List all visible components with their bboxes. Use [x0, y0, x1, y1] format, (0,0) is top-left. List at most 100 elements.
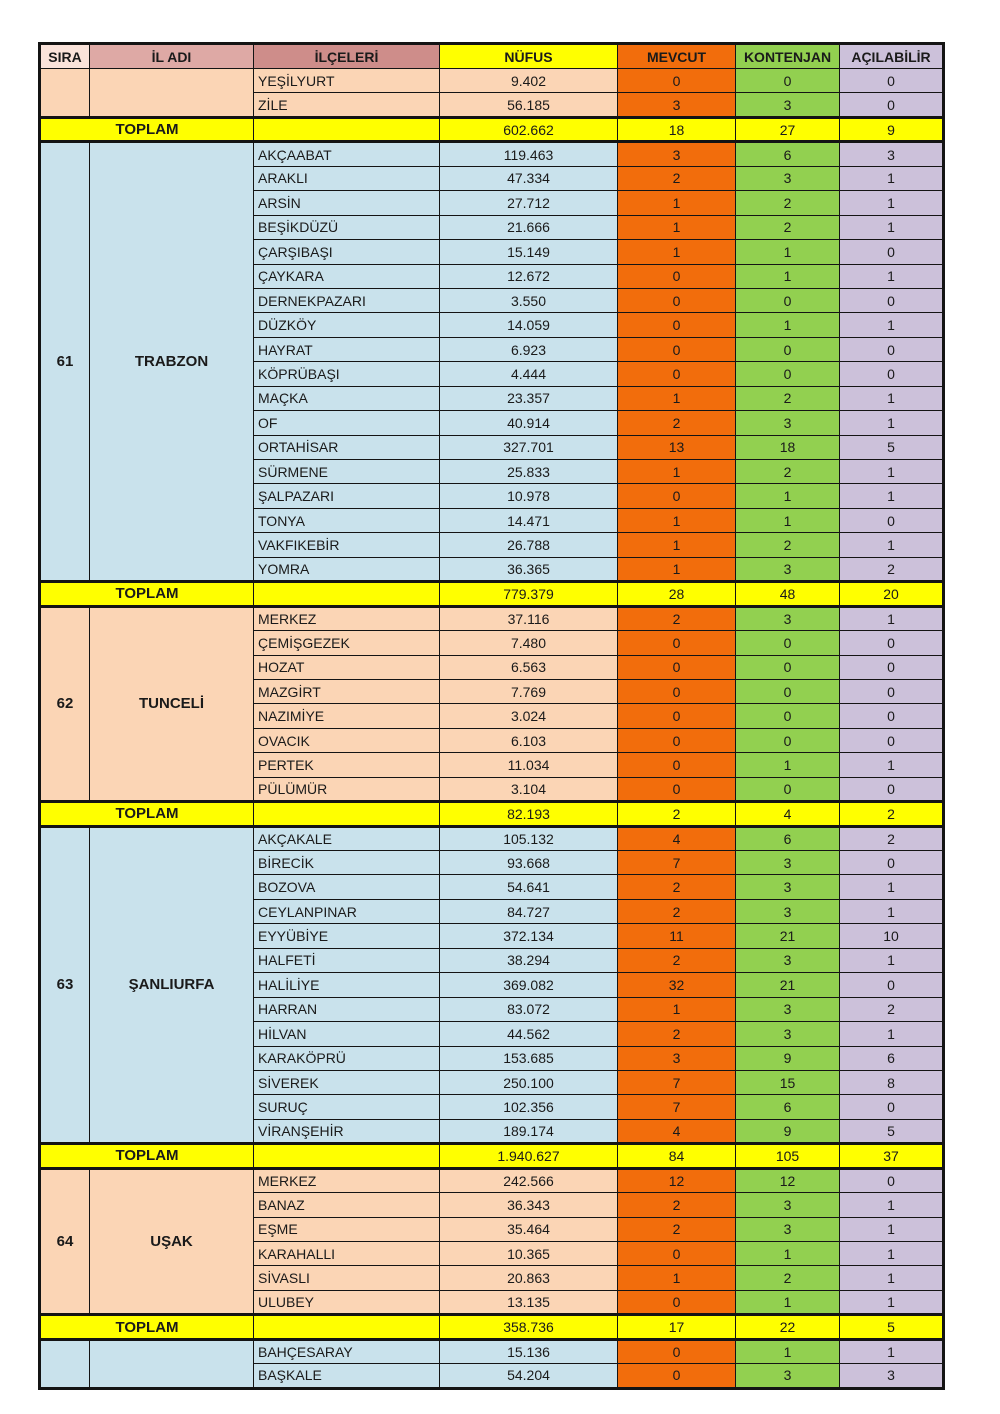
column-header-mevcut: MEVCUT [617, 43, 736, 69]
toplam-acilabilir-cell: 9 [839, 115, 944, 144]
district-name-cell: SÜRMENE [253, 458, 440, 485]
mevcut-cell: 2 [617, 1192, 736, 1218]
kontenjan-cell: 0 [735, 727, 840, 754]
toplam-row: TOPLAM 82.193 2 4 2 [39, 800, 944, 828]
mevcut-cell: 1 [617, 385, 736, 412]
toplam-population-cell: 779.379 [439, 580, 618, 608]
mevcut-cell: 0 [617, 1289, 736, 1316]
district-name-cell: ORTAHİSAR [253, 434, 440, 461]
kontenjan-cell: 1 [735, 1240, 840, 1267]
toplam-empty-cell [253, 580, 440, 608]
table-row: CEYLANPINAR 84.727 2 3 1 [40, 898, 944, 925]
mevcut-cell: 2 [617, 605, 736, 632]
acilabilir-cell: 3 [839, 141, 944, 167]
population-cell: 6.103 [439, 727, 618, 754]
toplam-label-cell: TOPLAM [39, 1142, 254, 1170]
column-header-ilceleri: İLÇELERİ [253, 43, 440, 69]
table-row: OVACIK 6.103 0 0 0 [40, 727, 944, 754]
acilabilir-cell: 1 [839, 1216, 944, 1243]
mevcut-cell: 1 [617, 239, 736, 265]
toplam-row: TOPLAM 602.662 18 27 9 [39, 115, 944, 144]
district-name-cell: MERKEZ [253, 605, 440, 632]
province-number-cell: 61 [39, 141, 90, 583]
kontenjan-cell: 0 [735, 336, 840, 363]
mevcut-cell: 7 [617, 1069, 736, 1096]
population-cell: 54.641 [439, 874, 618, 900]
district-name-cell: BAŞKALE [253, 1363, 440, 1389]
kontenjan-cell: 1 [735, 239, 840, 265]
district-name-cell: OF [253, 410, 440, 436]
toplam-population-cell: 1.940.627 [439, 1142, 618, 1170]
toplam-row: TOPLAM 358.736 17 22 5 [39, 1313, 944, 1341]
district-name-cell: HALİLİYE [253, 972, 440, 998]
district-name-cell: BİRECİK [253, 849, 440, 876]
kontenjan-cell: 3 [735, 1192, 840, 1218]
province-name-cell: TRABZON [89, 141, 254, 583]
district-name-cell: SURUÇ [253, 1094, 440, 1120]
acilabilir-cell: 0 [839, 239, 944, 265]
toplam-mevcut-cell: 84 [617, 1142, 736, 1170]
district-name-cell: MAZGİRT [253, 678, 440, 705]
population-cell: 38.294 [439, 947, 618, 974]
toplam-population-cell: 82.193 [439, 800, 618, 828]
kontenjan-cell: 0 [735, 654, 840, 680]
mevcut-cell: 13 [617, 434, 736, 461]
population-cell: 44.562 [439, 1021, 618, 1047]
kontenjan-cell: 6 [735, 1094, 840, 1120]
table-row: HALİLİYE 369.082 32 21 0 [40, 972, 944, 998]
column-header-kontenjan: KONTENJAN [735, 43, 840, 69]
mevcut-cell: 0 [617, 752, 736, 778]
population-cell: 35.464 [439, 1216, 618, 1243]
kontenjan-cell: 2 [735, 190, 840, 216]
kontenjan-cell: 1 [735, 752, 840, 778]
acilabilir-cell: 1 [839, 752, 944, 778]
acilabilir-cell: 0 [839, 336, 944, 363]
mevcut-cell: 1 [617, 996, 736, 1023]
district-name-cell: BAHÇESARAY [253, 1338, 440, 1365]
mevcut-cell: 2 [617, 410, 736, 436]
district-name-cell: ÇAYKARA [253, 263, 440, 289]
province-number-cell [39, 1338, 90, 1389]
acilabilir-cell: 0 [839, 972, 944, 998]
district-name-cell: MAÇKA [253, 385, 440, 412]
district-name-cell: DÜZKÖY [253, 312, 440, 338]
column-header-sira: SIRA [39, 43, 90, 69]
population-cell: 153.685 [439, 1045, 618, 1071]
table-row: ÇEMİŞGEZEK 7.480 0 0 0 [40, 630, 944, 656]
district-name-cell: HAYRAT [253, 336, 440, 363]
toplam-empty-cell [253, 115, 440, 144]
kontenjan-cell: 3 [735, 410, 840, 436]
population-cell: 37.116 [439, 605, 618, 632]
column-header-acilabilir: AÇILABİLİR [839, 43, 944, 69]
table-row: PÜLÜMÜR 3.104 0 0 0 [40, 776, 944, 803]
population-cell: 189.174 [439, 1118, 618, 1145]
acilabilir-cell: 0 [839, 849, 944, 876]
acilabilir-cell: 1 [839, 874, 944, 900]
table-row: EYYÜBİYE 372.134 11 21 10 [40, 923, 944, 949]
district-name-cell: ÇEMİŞGEZEK [253, 630, 440, 656]
district-name-cell: DERNEKPAZARI [253, 287, 440, 314]
population-cell: 36.365 [439, 556, 618, 583]
acilabilir-cell: 0 [839, 630, 944, 656]
acilabilir-cell: 1 [839, 190, 944, 216]
column-header-nufus: NÜFUS [439, 43, 618, 69]
table-row: ORTAHİSAR 327.701 13 18 5 [40, 434, 944, 461]
province-name-cell: ŞANLIURFA [89, 825, 254, 1145]
table-header: SIRA İL ADI İLÇELERİ NÜFUS MEVCUT KONTEN… [39, 43, 944, 69]
acilabilir-cell: 1 [839, 532, 944, 558]
acilabilir-cell: 1 [839, 947, 944, 974]
table-row: 63 ŞANLIURFA AKÇAKALE 105.132 4 6 2 [39, 825, 944, 1145]
toplam-acilabilir-cell: 20 [839, 580, 944, 608]
toplam-population-cell: 358.736 [439, 1313, 618, 1341]
table-row: 61 TRABZON AKÇAABAT 119.463 3 6 3 [39, 141, 944, 583]
table-row: DERNEKPAZARI 3.550 0 0 0 [40, 287, 944, 314]
province-name-cell [89, 1338, 254, 1389]
acilabilir-cell: 1 [839, 1192, 944, 1218]
mevcut-cell: 2 [617, 898, 736, 925]
table-row: DÜZKÖY 14.059 0 1 1 [40, 312, 944, 338]
table-row: KARAKÖPRÜ 153.685 3 9 6 [40, 1045, 944, 1071]
mevcut-cell: 0 [617, 336, 736, 363]
kontenjan-cell: 1 [735, 1289, 840, 1316]
population-cell: 15.149 [439, 239, 618, 265]
kontenjan-cell: 6 [735, 141, 840, 167]
